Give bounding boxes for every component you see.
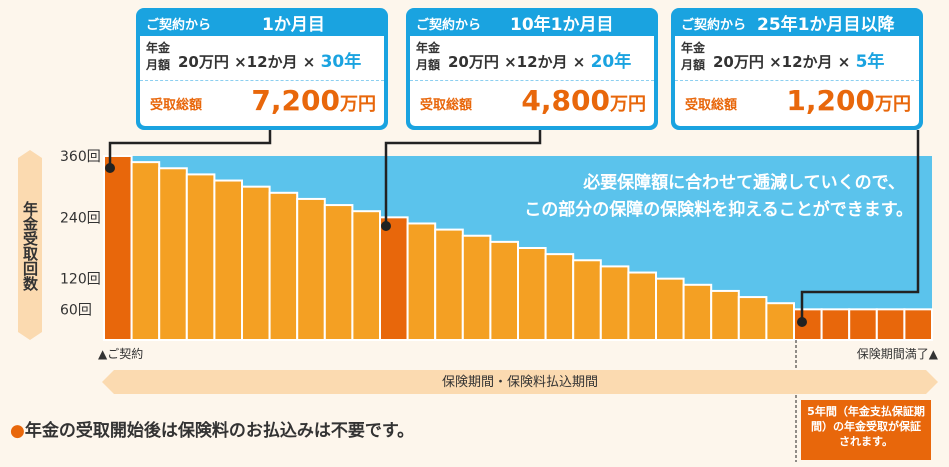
connector-3 — [800, 130, 920, 320]
formula: 20万円 ×12か月 × 30年 — [178, 52, 362, 72]
y-tick-label-3: 120回 — [60, 272, 101, 288]
maturity-label: 保険期間満了▲ — [857, 347, 939, 361]
y-axis-arrow — [18, 150, 42, 340]
monthly-label: 年金月額 — [681, 41, 706, 72]
total-value: 1,200万円 — [786, 84, 911, 117]
total-value: 7,200万円 — [251, 84, 376, 117]
bar-20 — [627, 271, 658, 341]
bar-7 — [268, 191, 299, 341]
marker-dot-1 — [105, 163, 115, 173]
bar-16 — [517, 247, 547, 341]
period-arrow — [102, 370, 938, 394]
y-tick-label-4: 60回 — [60, 302, 92, 318]
card-period: 1か月目 — [262, 15, 325, 35]
years: 5年 — [855, 52, 885, 72]
card-from: ご契約から — [146, 18, 212, 33]
bar-29 — [875, 308, 906, 342]
annotation-line-1: 必要保障額に合わせて逓減していくので、 — [582, 172, 905, 193]
annotation-line-2: この部分の保障の保険料を抑えることができます。 — [524, 199, 913, 220]
card-from: ご契約から — [416, 18, 482, 33]
bar-22 — [682, 283, 713, 341]
bar-6 — [241, 185, 271, 341]
card-3: ご契約から 25年1か月目以降 年金月額 20万円 ×12か月 × 5年 受取総… — [671, 8, 923, 130]
bar-15 — [489, 240, 519, 341]
bar-8 — [296, 197, 326, 341]
y-tick-label-2: 240回 — [60, 210, 101, 226]
bar-17 — [544, 253, 575, 341]
formula: 20万円 ×12か月 × 20年 — [448, 52, 632, 72]
total-label: 受取総額 — [150, 98, 203, 113]
bar-11 — [379, 216, 409, 341]
bar-3 — [158, 167, 188, 341]
bar-27 — [820, 308, 851, 342]
bar-12 — [406, 222, 437, 341]
bar-5 — [213, 179, 243, 341]
card-1: ご契約から 1か月目 年金月額 20万円 ×12か月 × 30年 受取総額 7,… — [136, 8, 388, 130]
bar-25 — [765, 302, 796, 342]
formula: 20万円 ×12か月 × 5年 — [713, 52, 885, 72]
note-text: 年金の受取開始後は保険料のお払込みは不要です。 — [24, 421, 415, 441]
y-tick-label-1: 360回 — [60, 149, 101, 165]
bar-19 — [599, 265, 630, 341]
bar-21 — [655, 277, 685, 341]
bar-28 — [848, 308, 878, 342]
card-period: 25年1か月目以降 — [757, 15, 895, 35]
bullet-icon: ● — [10, 421, 25, 441]
years: 30年 — [320, 52, 362, 72]
card-period: 10年1か月目 — [510, 15, 614, 35]
guarantee-box: 5年間（年金支払保証期間）の年金受取が保証されます。 — [801, 400, 931, 460]
bar-9 — [323, 204, 354, 341]
bar-4 — [185, 173, 216, 341]
bar-23 — [710, 289, 740, 341]
bar-13 — [434, 228, 464, 342]
monthly-label: 年金月額 — [146, 41, 171, 72]
contract-start-label: ▲ご契約 — [98, 346, 143, 361]
y-axis-label: 年金受取回数 — [21, 200, 39, 292]
total-value: 4,800万円 — [521, 84, 646, 117]
connector-1 — [108, 130, 272, 165]
bar-30 — [903, 308, 934, 342]
marker-dot-2 — [381, 221, 391, 231]
bar-10 — [351, 210, 381, 341]
years: 20年 — [590, 52, 632, 72]
monthly-label: 年金月額 — [416, 41, 441, 72]
marker-dot-3 — [797, 317, 807, 327]
bar-14 — [461, 234, 492, 342]
bar-2 — [130, 161, 161, 341]
total-label: 受取総額 — [685, 98, 738, 113]
bar-18 — [572, 259, 602, 341]
bar-1 — [103, 155, 133, 341]
period-label: 保険期間・保険料払込期間 — [442, 375, 598, 390]
bar-24 — [737, 296, 768, 342]
connector-2 — [384, 130, 542, 226]
total-label: 受取総額 — [420, 98, 473, 113]
note: ●年金の受取開始後は保険料のお払込みは不要です。 — [10, 416, 414, 441]
card-from: ご契約から — [681, 18, 747, 33]
card-2: ご契約から 10年1か月目 年金月額 20万円 ×12か月 × 20年 受取総額… — [406, 8, 658, 130]
